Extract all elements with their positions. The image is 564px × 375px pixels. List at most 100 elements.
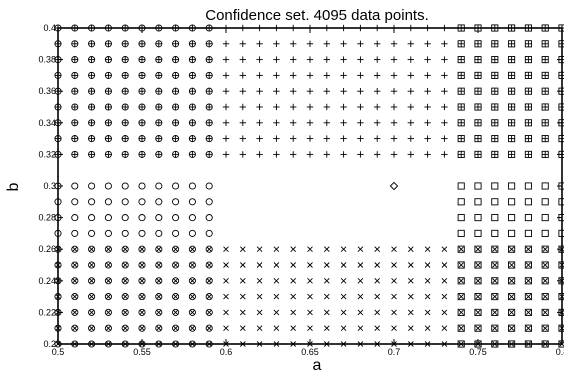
axis-ticks: 0.5 0.55 0.6 0.65 0.7 0.75 0.8 0.2 0.22 0.24 0.26 0… [38, 23, 564, 357]
point-cross-b [508, 325, 515, 331]
data-point-cross [290, 309, 297, 316]
y-tick-label: 0.32 [38, 149, 56, 159]
data-point-circle-cross [88, 293, 96, 301]
data-point-circle-plus [88, 40, 96, 48]
data-point-circle-cross [205, 308, 213, 316]
point-cross-b [508, 246, 515, 252]
data-point-square-plus [508, 150, 516, 158]
data-point-cross [323, 246, 330, 253]
point-circle [155, 214, 163, 222]
point-circle [104, 214, 112, 222]
data-point-circle-plus [138, 71, 146, 79]
data-point-square-cross [474, 308, 482, 316]
point-cross-b [256, 309, 263, 316]
data-point-circle-plus [88, 103, 96, 111]
data-point-circle-cross [205, 277, 213, 285]
data-point-circle-plus [121, 40, 129, 48]
data-point-circle-plus [138, 87, 146, 95]
point-cross-b [357, 262, 364, 268]
data-point-circle-plus [71, 119, 79, 127]
data-point-cross [374, 293, 381, 300]
data-point-circle-cross [71, 293, 79, 301]
point-square [508, 198, 516, 206]
data-point-square-cross [491, 308, 499, 316]
point-circle [71, 261, 79, 269]
data-point-circle-cross [188, 293, 196, 301]
data-point-circle-plus [155, 56, 163, 64]
point-circle [205, 198, 213, 206]
data-point-circle [104, 214, 112, 222]
point-cross-b [340, 277, 347, 284]
data-point-plus [340, 88, 347, 95]
point-cross-b [542, 325, 548, 331]
point-circle [104, 198, 112, 206]
point-cross-b [290, 325, 297, 332]
point-circle [121, 308, 129, 316]
data-point-plus [390, 72, 398, 79]
point-square [474, 214, 482, 222]
point-cross-b [307, 262, 313, 268]
data-point-circle [205, 198, 213, 206]
point-square [508, 277, 516, 285]
data-point-square-plus [474, 135, 482, 143]
data-point-plus [374, 88, 381, 95]
data-point-square-cross [524, 324, 532, 332]
data-point-square-plus [508, 56, 516, 64]
data-point-circle-cross [155, 277, 163, 285]
data-point-square [457, 198, 465, 206]
data-point-cross [391, 293, 397, 300]
point-cross-b [542, 246, 548, 252]
point-cross-b [424, 277, 431, 284]
data-point-plus [407, 40, 414, 47]
point-cross-b [458, 262, 464, 268]
point-cross-b [256, 246, 263, 253]
data-point-circle-plus [155, 135, 163, 143]
data-point-plus [323, 88, 330, 95]
point-cross-b [156, 309, 162, 316]
point-square [491, 245, 499, 253]
point-cross-b [458, 309, 464, 316]
data-point-square-cross [457, 245, 465, 253]
data-point-square-plus [491, 103, 499, 111]
data-point-plus [256, 40, 263, 47]
point-circle [104, 324, 112, 332]
point-circle [188, 229, 196, 237]
point-circle [121, 324, 129, 332]
data-point-plus [323, 56, 330, 63]
y-tick-label: 0.28 [38, 213, 56, 223]
point-cross-b [458, 325, 464, 331]
data-point-square-plus [524, 119, 532, 127]
data-point-circle [155, 229, 163, 237]
y-tick-label: 0.26 [38, 244, 56, 254]
point-circle [88, 198, 96, 206]
point-cross-b [391, 293, 397, 300]
point-circle [138, 229, 146, 237]
point-circle [155, 324, 163, 332]
data-point-plus [357, 40, 364, 47]
data-point-circle-plus [71, 40, 79, 48]
point-cross-b [88, 246, 95, 252]
data-point-plus [306, 119, 314, 126]
data-point-square-cross [508, 245, 516, 253]
point-cross-b [239, 246, 246, 253]
data-point-plus [357, 103, 364, 111]
point-square [508, 229, 516, 237]
data-point-plus [441, 119, 448, 126]
data-point-circle-plus [104, 119, 112, 127]
data-point-square-cross [491, 293, 499, 301]
point-circle [205, 308, 213, 316]
data-point-square-plus [524, 71, 532, 79]
point-cross-b [374, 309, 381, 316]
point-cross-b [424, 262, 431, 268]
data-point-cross [223, 262, 229, 268]
point-square [457, 214, 465, 222]
point-square [491, 261, 499, 269]
point-cross-b [357, 277, 364, 284]
data-point-cross [407, 325, 414, 332]
data-point-circle-cross [188, 277, 196, 285]
data-point-plus [424, 119, 431, 126]
data-point-plus [273, 103, 280, 111]
point-square [508, 308, 516, 316]
point-circle [205, 182, 213, 190]
point-square [457, 229, 465, 237]
